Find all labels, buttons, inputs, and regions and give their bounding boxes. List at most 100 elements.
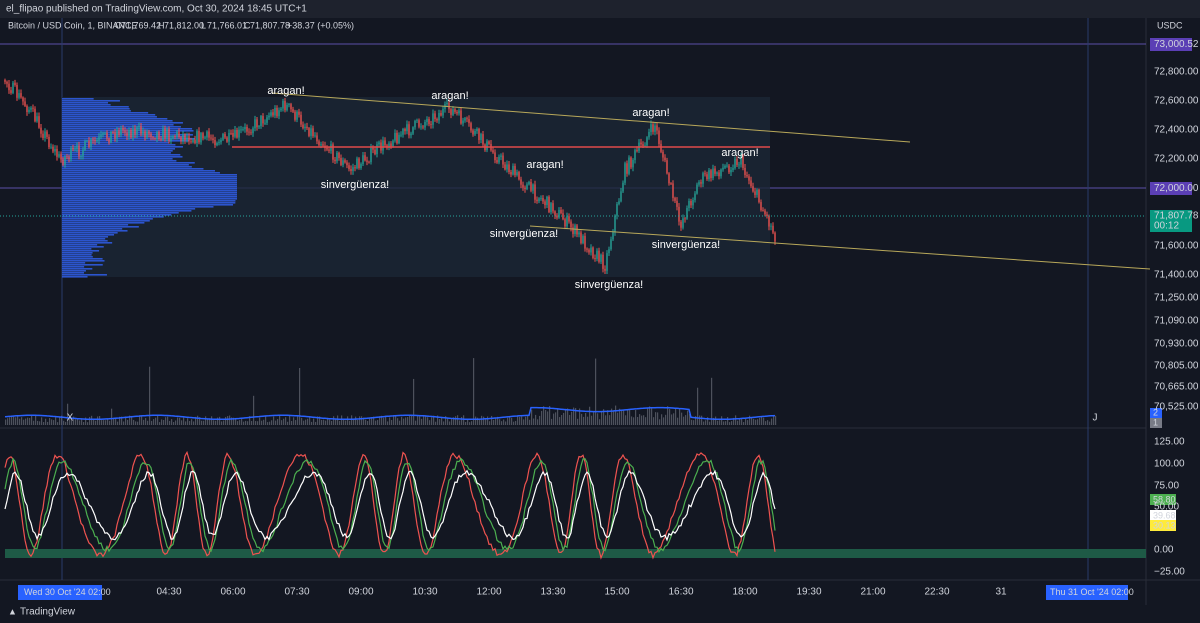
volume-bar: [217, 417, 219, 425]
candle: [604, 268, 606, 271]
candle: [468, 119, 470, 124]
candle: [220, 139, 222, 143]
volume-bar: [757, 419, 759, 425]
candle: [430, 124, 432, 125]
volume-bar: [765, 421, 767, 425]
volume-bar: [123, 421, 125, 425]
candle: [34, 108, 36, 122]
candle: [656, 125, 658, 131]
volume-bar: [273, 416, 275, 425]
volume-bar: [91, 415, 93, 425]
profile-bar: [62, 196, 237, 198]
volume-bar: [439, 419, 441, 425]
candle: [588, 249, 590, 253]
candle: [440, 113, 442, 116]
volume-bar: [721, 416, 723, 425]
candle: [58, 154, 60, 157]
candle: [690, 200, 692, 206]
volume-bar: [307, 418, 309, 425]
volume-bar: [523, 419, 525, 425]
profile-bar: [62, 204, 234, 206]
candle: [722, 167, 724, 170]
candle: [750, 180, 752, 187]
profile-bar: [62, 132, 178, 134]
volume-bar: [261, 420, 263, 425]
profile-bar: [62, 174, 237, 176]
volume-bar: [537, 419, 539, 425]
candle: [92, 139, 94, 141]
profile-bar: [62, 226, 139, 228]
candle: [260, 116, 262, 127]
price-box: [1150, 38, 1192, 51]
volume-bar: [231, 417, 233, 425]
volume-bar: [17, 416, 19, 425]
candle: [534, 184, 536, 200]
profile-bar: [62, 98, 94, 100]
volume-bar: [21, 417, 23, 425]
candle: [500, 155, 502, 157]
time-label: 16:30: [668, 587, 693, 598]
volume-bar: [549, 405, 551, 425]
volume-bar: [137, 421, 139, 425]
candle: [644, 145, 646, 147]
candle: [696, 184, 698, 194]
volume-bar: [95, 420, 97, 425]
price-label: 72,400.00: [1154, 125, 1199, 136]
candle: [748, 176, 750, 181]
candle: [542, 198, 544, 202]
candle: [366, 160, 368, 162]
volume-bar: [147, 420, 149, 425]
volume-bar: [709, 421, 711, 425]
profile-bar: [62, 244, 98, 246]
volume-bar: [5, 419, 7, 425]
candle: [62, 159, 64, 165]
candle: [548, 196, 550, 213]
candle: [674, 197, 676, 201]
candle: [190, 141, 192, 143]
candle: [164, 128, 166, 139]
candle: [580, 232, 582, 244]
candle: [302, 124, 304, 129]
volume-bar: [101, 420, 103, 425]
candle: [602, 254, 604, 269]
candle: [68, 156, 70, 160]
volume-bar: [761, 416, 763, 425]
candle: [512, 166, 514, 175]
volume-bar: [149, 366, 151, 425]
volume-bar: [349, 420, 351, 425]
candle: [292, 109, 294, 112]
osc-label: 125.00: [1154, 437, 1185, 448]
candle: [560, 210, 562, 214]
volume-bar: [729, 422, 731, 425]
volume-bar: [185, 421, 187, 425]
candle: [730, 169, 732, 173]
volume-bar: [475, 416, 477, 425]
volume-bar: [163, 419, 165, 425]
volume-bar: [127, 419, 129, 425]
candle: [770, 225, 772, 227]
candle: [478, 128, 480, 141]
volume-bar: [461, 416, 463, 425]
candle: [242, 129, 244, 130]
volume-bar: [497, 416, 499, 425]
candle: [102, 133, 104, 135]
candle: [184, 134, 186, 141]
volume-bar: [187, 418, 189, 425]
candle: [100, 134, 102, 137]
candle: [248, 131, 250, 133]
profile-bar: [62, 142, 169, 144]
candle: [20, 93, 22, 98]
candle: [122, 127, 124, 131]
volume-bar: [19, 418, 21, 425]
candle: [202, 133, 204, 139]
volume-bar: [39, 421, 41, 425]
price-label: 70,930.00: [1154, 339, 1199, 350]
volume-bar: [715, 416, 717, 425]
candle: [28, 109, 30, 113]
candle: [274, 107, 276, 116]
candle: [182, 134, 184, 142]
candle: [296, 111, 298, 120]
candle: [280, 108, 282, 111]
profile-bar: [62, 194, 237, 196]
profile-bar: [62, 274, 107, 276]
